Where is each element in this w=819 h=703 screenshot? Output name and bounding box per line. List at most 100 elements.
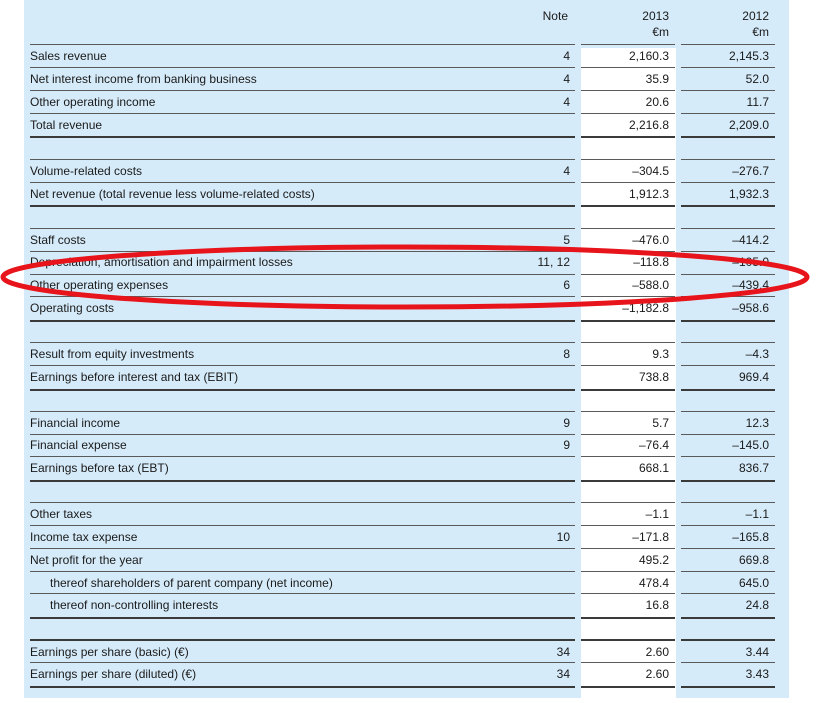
table-row: Financial expense 9 –76.4 –145.0: [30, 434, 774, 456]
row-label: Sales revenue: [30, 49, 107, 63]
table-rule: [581, 205, 675, 207]
table-row: Earnings before tax (EBT) 668.1 836.7: [30, 457, 774, 479]
table-rule: [581, 456, 675, 457]
table-rule: [30, 686, 575, 688]
table-rule: [581, 548, 675, 549]
row-value-2013: 495.2: [638, 553, 669, 567]
table-rule: [581, 480, 675, 482]
row-note: 4: [563, 164, 570, 178]
row-value-2013: 9.3: [652, 347, 669, 361]
row-note: [484, 457, 570, 479]
row-label: Earnings before interest and tax (EBIT): [30, 370, 239, 384]
table-rule: [681, 662, 775, 663]
row-note: 5: [563, 233, 570, 247]
table-rule: [681, 365, 775, 366]
row-value-2012: 52.0: [745, 72, 769, 86]
table-rule: [581, 662, 675, 663]
table-rule: [581, 44, 675, 45]
row-value-2012: 669.8: [738, 553, 769, 567]
row-label: Result from equity investments: [30, 347, 195, 361]
row-value-2013: 2.60: [645, 645, 669, 659]
row-value-2012: –145.0: [732, 438, 769, 452]
header-year-2012: 2012: [742, 9, 769, 23]
row-value-2013: 16.8: [645, 598, 669, 612]
row-note: [484, 183, 570, 205]
table-row: Other operating expenses 6 –588.0 –439.4: [30, 274, 774, 296]
table-rule: [30, 320, 575, 322]
table-rule: [681, 480, 775, 482]
header-note-label: Note: [542, 9, 568, 23]
table-rule: [30, 456, 575, 457]
row-value-2012: 3.43: [745, 667, 769, 681]
table-rule: [681, 525, 775, 526]
row-note: 11, 12: [537, 255, 570, 269]
table-rule: [581, 342, 675, 343]
table-rule: [30, 411, 575, 412]
row-label: Net revenue (total revenue less volume-r…: [30, 187, 315, 201]
table-rule: [30, 662, 575, 663]
row-label: Operating costs: [30, 301, 115, 315]
row-value-2012: –276.7: [732, 164, 769, 178]
table-rule: [581, 159, 675, 160]
table-row: Financial income 9 5.7 12.3: [30, 412, 774, 434]
table-rule: [30, 525, 575, 526]
table-rule: [681, 136, 775, 138]
table-rule: [681, 686, 775, 688]
row-value-2012: 836.7: [738, 461, 769, 475]
row-note: 34: [556, 645, 570, 659]
column-header-2012: 2012 €m: [680, 8, 769, 42]
row-label: thereof non-controlling interests: [50, 598, 219, 612]
table-row: Earnings per share (basic) (€) 34 2.60 3.44: [30, 641, 774, 663]
row-label: Staff costs: [30, 233, 86, 247]
table-rule: [30, 113, 575, 114]
table-rule: [581, 617, 675, 619]
table-row: Operating costs –1,182.8 –958.6: [30, 297, 774, 319]
row-value-2012: 645.0: [738, 576, 769, 590]
row-value-2013: 1,912.3: [628, 187, 669, 201]
table-rule: [30, 342, 575, 343]
row-value-2013: –304.5: [632, 164, 669, 178]
table-row: Depreciation, amortisation and impairmen…: [30, 251, 774, 273]
table-rule: [30, 182, 575, 183]
row-value-2012: 11.7: [746, 95, 769, 109]
table-rule: [581, 411, 675, 412]
row-note: [484, 594, 570, 616]
table-rule: [30, 617, 575, 619]
row-note: 6: [563, 278, 570, 292]
table-rule: [30, 228, 575, 229]
row-label: Earnings per share (basic) (€): [30, 645, 189, 659]
row-value-2013: –588.0: [632, 278, 669, 292]
row-value-2012: –439.4: [732, 278, 769, 292]
row-value-2013: 738.8: [638, 370, 669, 384]
row-value-2012: 2,145.3: [728, 49, 769, 63]
row-value-2013: 2.60: [645, 667, 669, 681]
row-label: Total revenue: [30, 118, 103, 132]
table-rule: [30, 44, 575, 45]
table-rule: [681, 182, 775, 183]
row-note: 9: [563, 438, 570, 452]
row-label: thereof shareholders of parent company (…: [50, 576, 333, 590]
table-rule: [681, 228, 775, 229]
row-value-2013: 668.1: [638, 461, 669, 475]
row-value-2012: 969.4: [738, 370, 769, 384]
table-row: Earnings per share (diluted) (€) 34 2.60 3.…: [30, 663, 774, 685]
table-rule: [30, 480, 575, 482]
row-value-2013: –1,182.8: [622, 301, 669, 315]
table-rule: [681, 456, 775, 457]
table-rule: [681, 44, 775, 45]
row-value-2012: 12.3: [745, 416, 769, 430]
header-unit-2012: €m: [752, 25, 769, 39]
table-rule: [681, 411, 775, 412]
column-header-2013: 2013 €m: [581, 8, 669, 42]
table-rule: [681, 617, 775, 619]
row-note: [484, 366, 570, 388]
row-label: Financial expense: [30, 438, 127, 452]
row-label: Other taxes: [30, 507, 93, 521]
row-value-2012: 24.8: [745, 598, 769, 612]
column-header-note: Note: [484, 8, 568, 42]
table-row: Staff costs 5 –476.0 –414.2: [30, 229, 774, 251]
row-label: Depreciation, amortisation and impairmen…: [30, 255, 293, 269]
row-label: Financial income: [30, 416, 121, 430]
table-rule: [581, 389, 675, 391]
table-rule: [581, 136, 675, 138]
